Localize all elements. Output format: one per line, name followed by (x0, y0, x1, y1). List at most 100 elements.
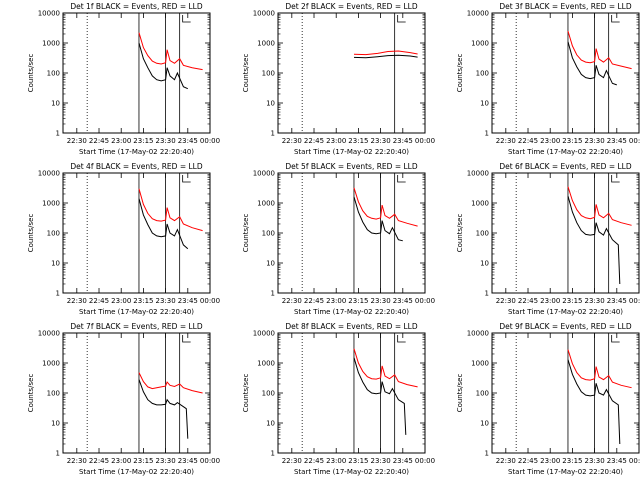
y-tick-label: 10 (266, 420, 275, 428)
y-tick-label: 10 (480, 100, 489, 108)
y-tick-label: 1 (485, 290, 489, 298)
y-tick-label: 10 (51, 420, 60, 428)
series-line-lld (353, 348, 418, 388)
plot-frame (491, 12, 640, 134)
x-tick-label: 23:45 (393, 457, 413, 465)
x-axis-label: Start Time (17-May-02 22:20:40) (294, 308, 409, 316)
x-tick-label: 23:15 (348, 137, 368, 145)
x-tick-label: 23:45 (393, 297, 413, 305)
x-tick-label: 22:30 (282, 137, 302, 145)
x-tick-label: 22:30 (67, 457, 87, 465)
series-line-events (353, 357, 407, 435)
x-tick-label: 23:30 (585, 297, 605, 305)
y-axis-label: Counts/sec (456, 214, 464, 253)
y-tick-label: 100 (262, 230, 275, 238)
x-tick-label: 23:00 (540, 137, 560, 145)
x-tick-label: 23:45 (607, 297, 627, 305)
y-tick-label: 1000 (257, 40, 275, 48)
x-tick-label: 00:00 (415, 297, 435, 305)
x-tick-label: 23:00 (540, 457, 560, 465)
y-tick-label: 100 (262, 390, 275, 398)
series-line-lld (567, 349, 632, 389)
x-tick-label: 22:30 (496, 457, 516, 465)
x-tick-label: 23:00 (111, 297, 131, 305)
y-tick-label: 100 (476, 230, 489, 238)
series-line-lld (353, 50, 418, 56)
y-axis-label: Counts/sec (27, 374, 35, 413)
x-tick-label: 22:30 (282, 297, 302, 305)
plot-frame (62, 332, 211, 454)
panel-title: Det 5f BLACK = Events, RED = LLD (285, 162, 418, 171)
plot-panel: Det 3f BLACK = Events, RED = LLD Counts/s… (456, 2, 640, 156)
x-tick-label: 00:00 (629, 457, 640, 465)
x-tick-label: 22:45 (518, 137, 538, 145)
y-tick-label: 100 (476, 390, 489, 398)
plot-frame (491, 332, 640, 454)
x-tick-label: 22:45 (304, 137, 324, 145)
panel-title: Det 4f BLACK = Events, RED = LLD (70, 162, 203, 171)
panel-title: Det 6f BLACK = Events, RED = LLD (499, 162, 632, 171)
plot-panel: Det 7f BLACK = Events, RED = LLD Counts/s… (27, 322, 220, 476)
x-tick-label: 23:30 (585, 137, 605, 145)
x-tick-label: 22:45 (518, 297, 538, 305)
y-tick-label: 10000 (253, 330, 275, 338)
y-axis-label: Counts/sec (456, 374, 464, 413)
series-line-events (353, 54, 418, 59)
panel-title: Det 3f BLACK = Events, RED = LLD (499, 2, 632, 11)
x-tick-label: 23:30 (156, 457, 176, 465)
x-tick-label: 00:00 (200, 457, 220, 465)
x-tick-label: 00:00 (200, 297, 220, 305)
series-line-lld (138, 32, 203, 71)
y-axis-label: Counts/sec (242, 54, 250, 93)
y-tick-label: 10000 (38, 170, 60, 178)
y-tick-label: 10000 (253, 170, 275, 178)
y-tick-label: 100 (262, 70, 275, 78)
y-tick-label: 1000 (471, 40, 489, 48)
panel-title: Det 9f BLACK = Events, RED = LLD (499, 322, 632, 331)
x-tick-label: 22:45 (89, 297, 109, 305)
x-tick-label: 00:00 (629, 297, 640, 305)
panel-title: Det 8f BLACK = Events, RED = LLD (285, 322, 418, 331)
y-tick-label: 10 (51, 260, 60, 268)
series-line-events (353, 196, 403, 242)
x-tick-label: 23:15 (348, 457, 368, 465)
y-tick-label: 1 (485, 130, 489, 138)
x-tick-label: 23:45 (607, 457, 627, 465)
x-tick-label: 22:30 (282, 457, 302, 465)
x-tick-label: 23:30 (156, 297, 176, 305)
bracket-mark (611, 335, 620, 343)
y-tick-label: 100 (47, 390, 60, 398)
x-tick-label: 00:00 (200, 137, 220, 145)
plot-panel: Det 8f BLACK = Events, RED = LLD Counts/s… (242, 322, 435, 476)
y-tick-label: 100 (476, 70, 489, 78)
plot-panel: Det 1f BLACK = Events, RED = LLD Counts/s… (27, 2, 220, 156)
bracket-mark (611, 15, 620, 23)
y-tick-label: 1000 (42, 200, 60, 208)
x-tick-label: 22:45 (304, 457, 324, 465)
x-tick-label: 23:15 (133, 137, 153, 145)
bracket-mark (182, 15, 191, 23)
bracket-mark (397, 15, 406, 23)
x-tick-label: 23:15 (133, 297, 153, 305)
y-tick-label: 1 (56, 290, 60, 298)
y-tick-label: 10000 (38, 330, 60, 338)
y-axis-label: Counts/sec (242, 374, 250, 413)
x-axis-label: Start Time (17-May-02 22:20:40) (79, 468, 194, 476)
series-line-events (138, 42, 189, 90)
series-line-events (567, 359, 621, 445)
series-line-events (138, 379, 189, 439)
bracket-mark (611, 175, 620, 183)
bracket-mark (397, 175, 406, 183)
panel-title: Det 2f BLACK = Events, RED = LLD (285, 2, 418, 11)
x-tick-label: 23:45 (178, 137, 198, 145)
series-line-events (567, 41, 617, 86)
series-line-events (567, 195, 621, 285)
y-tick-label: 10000 (467, 10, 489, 18)
y-tick-label: 10 (480, 420, 489, 428)
x-tick-label: 22:30 (496, 297, 516, 305)
y-axis-label: Counts/sec (27, 54, 35, 93)
x-axis-label: Start Time (17-May-02 22:20:40) (508, 308, 623, 316)
y-tick-label: 1000 (42, 40, 60, 48)
y-tick-label: 100 (47, 230, 60, 238)
